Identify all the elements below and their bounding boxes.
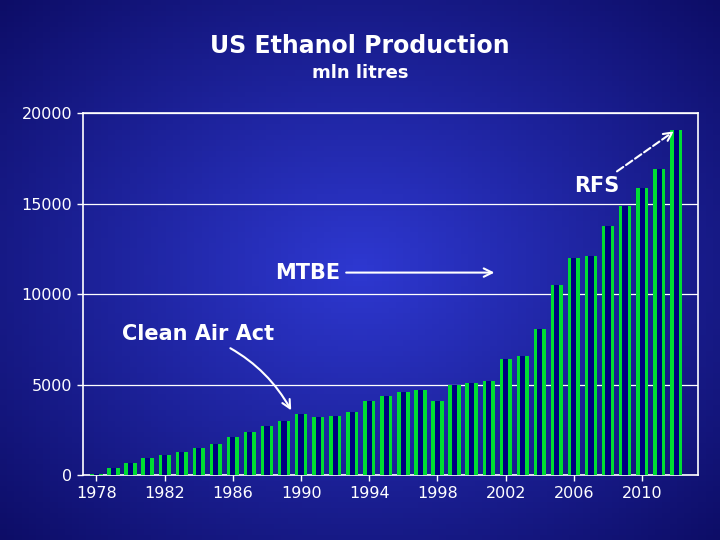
Bar [636, 187, 648, 475]
Bar [230, 437, 235, 475]
Bar [674, 130, 679, 475]
Bar [670, 130, 683, 475]
Bar [384, 396, 389, 475]
Bar [639, 187, 644, 475]
Bar [94, 474, 99, 475]
Bar [418, 390, 423, 475]
Bar [162, 455, 167, 475]
Bar [363, 401, 375, 475]
Bar [295, 414, 307, 475]
Bar [261, 427, 273, 475]
Bar [315, 417, 320, 475]
Bar [125, 463, 137, 475]
Bar [366, 401, 372, 475]
Bar [193, 448, 205, 475]
Bar [469, 383, 474, 475]
Bar [90, 474, 102, 475]
Bar [653, 170, 665, 475]
Bar [623, 206, 628, 475]
Bar [572, 258, 577, 475]
Bar [397, 392, 410, 475]
Bar [534, 329, 546, 475]
Bar [312, 417, 324, 475]
Bar [128, 463, 133, 475]
Bar [244, 432, 256, 475]
Bar [414, 390, 426, 475]
Bar [227, 437, 239, 475]
Bar [248, 432, 253, 475]
Bar [145, 458, 150, 475]
Bar [588, 256, 593, 475]
Bar [452, 384, 457, 475]
Bar [602, 226, 614, 475]
Text: Clean Air Act: Clean Air Act [122, 324, 290, 408]
Bar [517, 356, 529, 475]
Bar [176, 451, 188, 475]
Bar [299, 414, 304, 475]
Bar [107, 468, 120, 475]
Bar [568, 258, 580, 475]
Bar [449, 384, 461, 475]
Bar [210, 444, 222, 475]
Bar [537, 329, 542, 475]
Bar [346, 412, 359, 475]
Text: RFS: RFS [574, 133, 672, 196]
Bar [350, 412, 355, 475]
Bar [554, 285, 559, 475]
Bar [435, 401, 440, 475]
Bar [551, 285, 563, 475]
Bar [333, 415, 338, 475]
Bar [179, 451, 184, 475]
Bar [431, 401, 444, 475]
Text: US Ethanol Production: US Ethanol Production [210, 34, 510, 58]
Bar [380, 396, 392, 475]
Bar [520, 356, 526, 475]
Bar [282, 421, 287, 475]
Bar [401, 392, 406, 475]
Bar [657, 170, 662, 475]
Bar [278, 421, 290, 475]
Bar [196, 448, 202, 475]
Bar [500, 360, 512, 475]
Text: MTBE: MTBE [276, 262, 492, 282]
Bar [329, 415, 341, 475]
Text: mln litres: mln litres [312, 64, 408, 82]
Bar [264, 427, 269, 475]
Bar [158, 455, 171, 475]
Bar [606, 226, 611, 475]
Bar [213, 444, 218, 475]
Bar [141, 458, 154, 475]
Bar [585, 256, 597, 475]
Bar [503, 360, 508, 475]
Bar [111, 468, 116, 475]
Bar [482, 381, 495, 475]
Bar [619, 206, 631, 475]
Bar [465, 383, 478, 475]
Bar [486, 381, 491, 475]
